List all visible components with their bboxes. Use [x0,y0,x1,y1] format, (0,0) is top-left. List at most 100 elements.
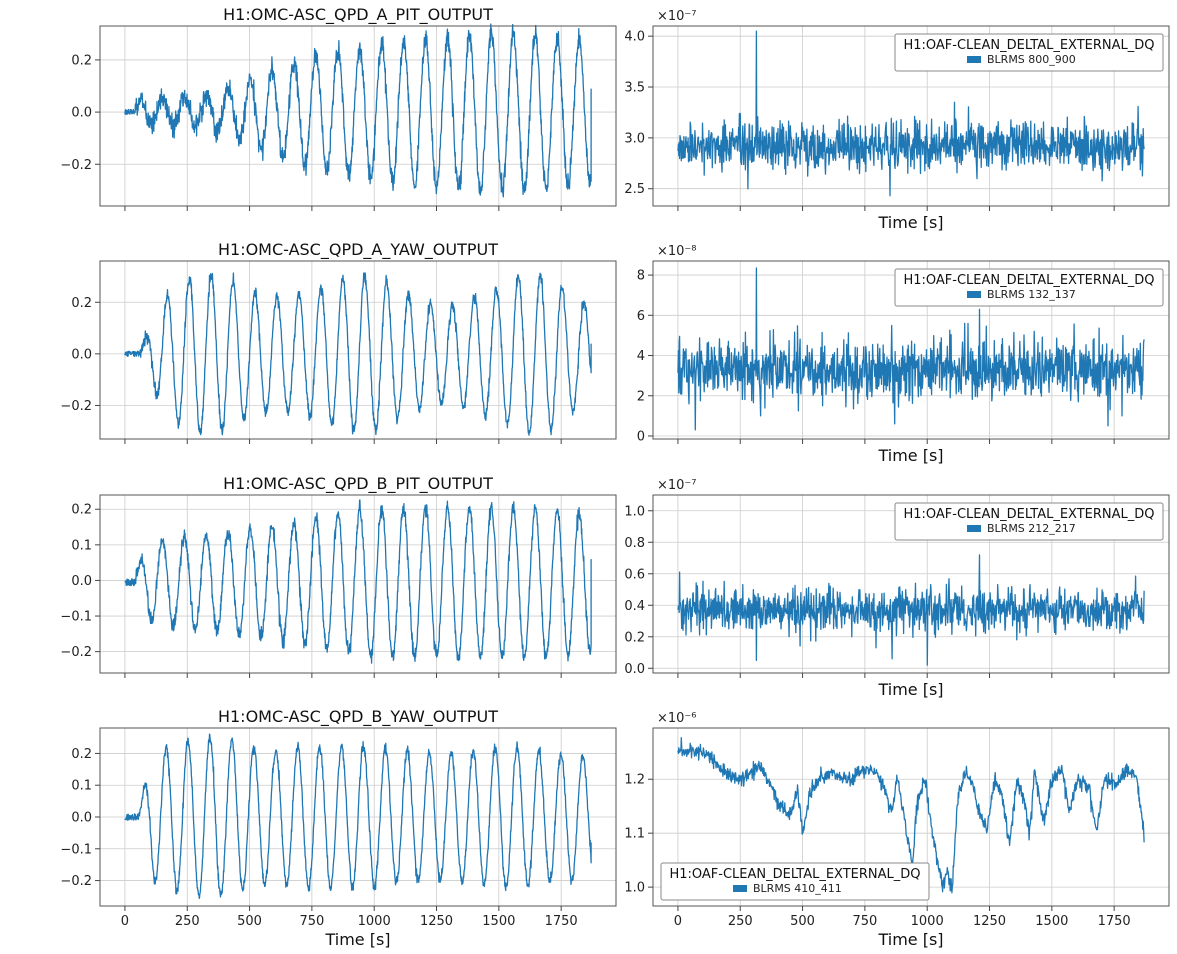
x-tick-label: 1500 [482,914,515,929]
x-tick-label: 750 [299,914,324,929]
y-tick-label: 0 [637,429,645,444]
y-tick-label: 0.0 [71,106,92,121]
y-exponent-label: ×10⁻⁶ [657,711,697,726]
y-tick-label: 0.1 [71,779,92,794]
legend-swatch [967,291,981,298]
y-tick-label: −0.1 [60,842,92,857]
y-tick-label: 6 [637,309,645,324]
x-tick-label: 1250 [973,914,1006,929]
legend-box [894,268,1164,307]
series-line [677,267,1145,431]
y-tick-label: −0.2 [60,158,92,173]
y-tick-label: 1.1 [624,827,645,842]
y-tick-label: 0.0 [71,574,92,589]
axes-frame [99,260,617,440]
x-tick-label: 1750 [545,914,578,929]
chart-title: H1:OMC-ASC_QPD_B_PIT_OUTPUT [223,474,493,494]
y-tick-label: 0.2 [71,296,92,311]
x-tick-label: 250 [728,914,753,929]
chart-panel-2: 2.5 3.0 3.5 4.0 ×10⁻⁷ Time [s] H1:OAF-CLEAN_DE… [624,9,1170,232]
x-tick-label: 500 [790,914,815,929]
series-line [124,23,592,198]
x-tick-label: 1000 [358,914,391,929]
y-tick-label: 0.2 [71,747,92,762]
legend-box [894,33,1164,72]
chart-panel-8: 0 250 500 750 1000 1250 1500 1750 1.0 1.1 1.2 ×10⁻⁶… [624,711,1170,949]
legend-title: H1:OAF-CLEAN_DELTAL_EXTERNAL_DQ [903,38,1154,53]
axes-frame [652,25,1170,207]
y-tick-label: −0.2 [60,399,92,414]
chart-panel-4: 0 2 4 6 8 ×10⁻⁸ Time [s] H1:OAF-CLEAN_DELTAL_EX… [637,244,1170,465]
y-tick-label: 1.0 [624,881,645,896]
legend-entry-label: BLRMS 800_900 [987,53,1076,66]
y-tick-label: 3.0 [624,131,645,146]
series-line [124,272,592,436]
y-tick-label: 0.2 [71,53,92,68]
series-line [677,30,1145,197]
y-tick-label: 2.5 [624,182,645,197]
legend-swatch [733,885,747,892]
y-exponent-label: ×10⁻⁸ [657,244,697,259]
x-tick-label: 1250 [420,914,453,929]
x-tick-label: 1500 [1035,914,1068,929]
series-line [124,733,592,899]
y-exponent-label: ×10⁻⁷ [657,478,697,493]
series-line [677,736,1145,894]
chart-panel-6: 0.0 0.2 0.4 0.6 0.8 1.0 ×10⁻⁷ Time [s] H1:OAF-CL… [624,478,1170,699]
legend-entry-label: BLRMS 132_137 [987,288,1076,301]
chart-title: H1:OMC-ASC_QPD_A_PIT_OUTPUT [223,5,493,25]
x-axis-label: Time [s] [877,446,943,465]
chart-title: H1:OMC-ASC_QPD_A_YAW_OUTPUT [218,240,498,260]
legend-entry-label: BLRMS 410_411 [753,882,842,895]
chart-panel-3: −0.2 0.0 0.2 H1:OMC-ASC_QPD_A_YAW_OUTPUT [60,240,617,444]
y-tick-label: 4 [637,349,645,364]
axes-frame [652,727,1170,907]
legend-box [660,862,930,901]
axes-frame [652,260,1170,440]
y-tick-label: 3.5 [624,81,645,96]
x-axis-label: Time [s] [877,213,943,232]
y-tick-label: 0.0 [624,662,645,677]
axes-frame [99,25,617,207]
legend-entry-label: BLRMS 212_217 [987,522,1076,535]
y-tick-label: 0.6 [624,567,645,582]
y-tick-label: 0.2 [624,630,645,645]
y-tick-label: 4.0 [624,30,645,45]
y-tick-label: 1.0 [624,504,645,519]
legend-swatch [967,525,981,532]
chart-panel-7: 0 250 500 750 1000 1250 1500 1750 −0.2 −0.1 0.0 0.1… [60,707,617,949]
y-tick-label: 8 [637,269,645,284]
chart-panel-1: −0.2 0.0 0.2 H1:OMC-ASC_QPD_A_PIT_OUTPUT [60,5,617,211]
legend-title: H1:OAF-CLEAN_DELTAL_EXTERNAL_DQ [669,867,920,882]
y-tick-label: 2 [637,389,645,404]
x-axis-label: Time [s] [877,680,943,699]
y-tick-label: 0.4 [624,599,645,614]
y-exponent-label: ×10⁻⁷ [657,9,697,24]
y-tick-label: 0.0 [71,347,92,362]
x-tick-label: 0 [121,914,129,929]
chart-title: H1:OMC-ASC_QPD_B_YAW_OUTPUT [218,707,498,727]
series-line [677,554,1145,666]
legend-title: H1:OAF-CLEAN_DELTAL_EXTERNAL_DQ [903,273,1154,288]
x-axis-label: Time [s] [324,930,390,949]
x-tick-label: 1000 [911,914,944,929]
y-tick-label: −0.2 [60,874,92,889]
y-tick-label: −0.1 [60,610,92,625]
x-tick-label: 0 [674,914,682,929]
legend-swatch [967,56,981,63]
y-tick-label: 1.2 [624,773,645,788]
y-tick-label: 0.1 [71,538,92,553]
x-tick-label: 750 [852,914,877,929]
series-line [124,499,592,664]
axes-frame [652,494,1170,674]
legend-box [894,502,1164,541]
y-tick-label: −0.2 [60,645,92,660]
x-tick-label: 1750 [1098,914,1131,929]
x-axis-label: Time [s] [877,930,943,949]
x-tick-label: 500 [237,914,262,929]
